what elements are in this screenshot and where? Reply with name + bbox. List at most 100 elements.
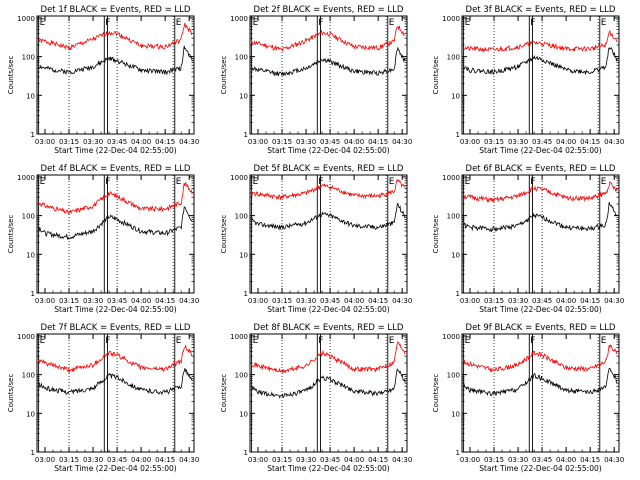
y-tick-label: 1000 (442, 333, 460, 341)
marker-label: E (176, 177, 182, 187)
x-tick-label: 03:00 (35, 138, 55, 146)
panel-title: Det 5f BLACK = Events, RED = LLD (254, 164, 404, 174)
events-series-line (251, 202, 406, 231)
lld-series-line (251, 341, 406, 374)
y-tick-label: 10 (451, 92, 460, 100)
y-axis-label: Counts/sec (7, 215, 15, 254)
y-tick-label: 10 (451, 410, 460, 418)
plot-frame (461, 174, 620, 294)
y-tick-label: 1000 (442, 174, 460, 182)
lld-series-line (38, 22, 193, 51)
x-axis-label: Start Time (22-Dec-04 02:55:00) (479, 146, 601, 155)
panel-title: Det 2f BLACK = Events, RED = LLD (254, 5, 404, 15)
x-tick-label: 03:30 (83, 456, 103, 464)
events-series-line (251, 46, 406, 77)
y-tick-label: 1000 (442, 15, 460, 23)
x-tick-label: 04:30 (392, 297, 412, 305)
events-series-line (463, 201, 618, 233)
x-axis-label: Start Time (22-Dec-04 02:55:00) (267, 464, 389, 473)
x-tick-label: 03:15 (272, 138, 292, 146)
panel-1: Det 1f BLACK = Events, RED = LLD 1 10 100 10… (7, 5, 199, 155)
x-tick-label: 04:30 (392, 456, 412, 464)
plot-frame (36, 174, 195, 294)
plot-frame (36, 333, 195, 453)
panel-8: Det 8f BLACK = Events, RED = LLD 1 10 100 10… (220, 323, 412, 473)
y-tick-label: 1 (244, 131, 248, 139)
y-tick-label: 1 (31, 131, 35, 139)
x-tick-label: 03:00 (35, 297, 55, 305)
x-axis-label: Start Time (22-Dec-04 02:55:00) (479, 305, 601, 314)
y-tick-label: 100 (22, 213, 35, 221)
plot-frame (249, 15, 408, 135)
x-tick-label: 04:00 (556, 297, 576, 305)
y-tick-label: 10 (239, 410, 248, 418)
x-tick-label: 04:30 (179, 138, 199, 146)
x-tick-label: 04:15 (580, 456, 600, 464)
y-axis-label: Counts/sec (7, 56, 15, 95)
marker-label: E (601, 336, 607, 346)
marker-label: E (389, 336, 395, 346)
x-tick-label: 04:15 (155, 456, 175, 464)
x-tick-label: 03:15 (272, 456, 292, 464)
x-tick-label: 03:45 (107, 456, 127, 464)
marker-label: F (530, 336, 535, 346)
panel-title: Det 9f BLACK = Events, RED = LLD (466, 323, 616, 333)
x-axis-label: Start Time (22-Dec-04 02:55:00) (267, 146, 389, 155)
x-tick-label: 03:30 (508, 138, 528, 146)
x-tick-label: 03:30 (296, 297, 316, 305)
panel-title: Det 4f BLACK = Events, RED = LLD (41, 164, 191, 174)
x-tick-label: 03:45 (320, 456, 340, 464)
y-axis-label: Counts/sec (220, 56, 228, 95)
x-tick-label: 03:00 (460, 456, 480, 464)
panel-2: Det 2f BLACK = Events, RED = LLD 1 10 100 10… (220, 5, 412, 155)
y-tick-label: 1000 (17, 15, 35, 23)
y-tick-label: 100 (235, 54, 248, 62)
y-axis-label: Counts/sec (432, 374, 440, 413)
plot-frame (36, 15, 195, 135)
panel-9: Det 9f BLACK = Events, RED = LLD 1 10 100 10… (432, 323, 624, 473)
panel-title: Det 7f BLACK = Events, RED = LLD (41, 323, 191, 333)
y-tick-label: 10 (239, 92, 248, 100)
lld-series-line (463, 344, 618, 373)
x-tick-label: 04:30 (179, 297, 199, 305)
y-axis-label: Counts/sec (432, 215, 440, 254)
x-tick-label: 03:45 (532, 138, 552, 146)
y-tick-label: 100 (235, 372, 248, 380)
y-tick-label: 10 (239, 251, 248, 259)
x-tick-label: 04:15 (580, 138, 600, 146)
y-tick-label: 100 (22, 54, 35, 62)
x-tick-label: 03:15 (484, 138, 504, 146)
marker-label: E (465, 336, 471, 346)
events-series-line (38, 45, 193, 76)
marker-label: E (176, 18, 182, 28)
x-tick-label: 04:15 (368, 297, 388, 305)
x-tick-label: 04:15 (580, 297, 600, 305)
marker-label: E (40, 177, 46, 187)
x-tick-label: 03:45 (107, 297, 127, 305)
x-tick-label: 03:30 (83, 138, 103, 146)
marker-label: F (318, 18, 323, 28)
y-tick-label: 10 (26, 92, 35, 100)
marker-label: F (318, 336, 323, 346)
x-tick-label: 03:30 (508, 297, 528, 305)
plot-frame (249, 174, 408, 294)
x-tick-label: 04:00 (131, 456, 151, 464)
marker-label: E (253, 177, 259, 187)
x-tick-label: 04:00 (344, 297, 364, 305)
x-tick-label: 03:30 (83, 297, 103, 305)
x-tick-label: 03:45 (107, 138, 127, 146)
y-tick-label: 100 (447, 213, 460, 221)
panel-title: Det 6f BLACK = Events, RED = LLD (466, 164, 616, 174)
y-tick-label: 100 (447, 54, 460, 62)
panel-4: Det 4f BLACK = Events, RED = LLD 1 10 100 10… (7, 164, 199, 314)
marker-label: E (389, 18, 395, 28)
x-tick-label: 03:45 (320, 138, 340, 146)
y-tick-label: 1 (456, 131, 460, 139)
x-tick-label: 03:15 (59, 138, 79, 146)
x-tick-label: 03:00 (248, 138, 268, 146)
marker-label: E (465, 177, 471, 187)
x-tick-label: 04:15 (368, 456, 388, 464)
y-tick-label: 1 (456, 449, 460, 457)
x-tick-label: 03:00 (248, 456, 268, 464)
